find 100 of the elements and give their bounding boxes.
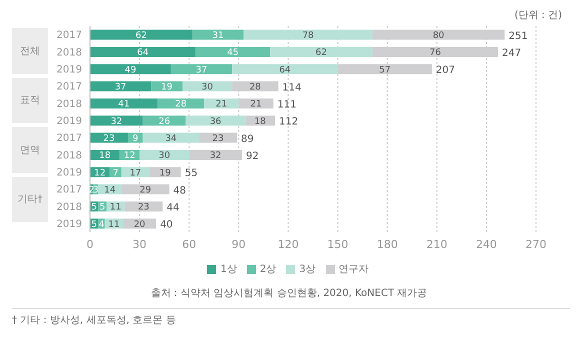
x-tick-label: 210 — [426, 238, 448, 251]
total-label: 247 — [502, 48, 522, 59]
data-label: 17 — [130, 168, 142, 178]
total-label: 55 — [184, 168, 198, 180]
bar — [372, 30, 505, 40]
y-tick-label: 2018 — [56, 47, 82, 58]
x-tick-label: 120 — [278, 238, 299, 251]
data-label: 31 — [212, 30, 224, 41]
x-tick-label: 30 — [132, 238, 147, 251]
data-label: 80 — [432, 30, 445, 41]
group-panel: 표적 — [12, 78, 48, 123]
data-label: 45 — [227, 48, 239, 58]
legend-label: 1상 — [220, 264, 237, 275]
bar — [232, 64, 338, 74]
data-label: 34 — [165, 134, 177, 144]
bar — [270, 46, 372, 57]
y-tick-label: 2019 — [56, 64, 82, 76]
bar — [182, 81, 232, 92]
data-label: 21 — [250, 100, 262, 110]
data-label: 19 — [161, 82, 173, 92]
data-label: 18 — [254, 116, 266, 127]
total-label: 251 — [508, 30, 528, 42]
data-label: 36 — [210, 116, 222, 127]
total-label: 207 — [436, 65, 456, 76]
total-label: 89 — [241, 134, 254, 145]
bar — [140, 150, 190, 160]
y-tick-label: 2018 — [56, 202, 82, 213]
data-label: 18 — [99, 151, 111, 162]
y-tick-label: 2018 — [56, 98, 82, 110]
data-label: 14 — [104, 185, 116, 196]
y-tick-label: 2017 — [56, 82, 82, 93]
bar — [142, 116, 186, 126]
data-label: 20 — [134, 220, 146, 230]
data-label: 23 — [103, 134, 115, 144]
data-label: 29 — [140, 185, 152, 196]
y-tick-label: 2019 — [56, 167, 82, 178]
bar — [90, 64, 171, 74]
legend-label: 3상 — [299, 264, 316, 275]
data-label: 11 — [110, 202, 122, 213]
bar — [142, 132, 200, 143]
data-label: 5 — [91, 220, 97, 230]
data-label: 7 — [112, 168, 118, 178]
data-label: 5 — [91, 202, 97, 213]
data-label: 4 — [98, 220, 105, 230]
data-label: 28 — [249, 82, 262, 92]
total-label: 40 — [160, 220, 173, 231]
x-tick-label: 90 — [232, 238, 246, 251]
data-label: 30 — [202, 82, 214, 92]
bar — [121, 167, 150, 178]
data-label: 62 — [316, 48, 327, 58]
text: † 기타 : 방사성, 세포독성, 호르몬 등 — [12, 308, 570, 327]
data-label: 64 — [279, 65, 291, 76]
bar — [90, 30, 192, 40]
bar — [90, 98, 158, 108]
data-label: 3 — [92, 185, 99, 196]
total-label: 44 — [166, 202, 180, 214]
y-tick-label: 2017 — [56, 184, 82, 196]
data-label: 62 — [135, 30, 147, 41]
data-label: 76 — [430, 48, 442, 58]
data-label: 37 — [196, 65, 208, 76]
x-tick-label: 0 — [86, 238, 94, 251]
data-label: 26 — [158, 116, 170, 127]
y-tick-label: 2017 — [56, 133, 82, 144]
data-label: 23 — [138, 202, 150, 213]
bar — [204, 98, 239, 108]
data-label: 37 — [114, 82, 126, 92]
total-label: 48 — [173, 185, 186, 196]
group-panel: 전체 — [12, 28, 48, 74]
y-tick-label: 2019 — [56, 116, 82, 127]
bar — [170, 64, 232, 74]
data-label: 32 — [210, 151, 222, 162]
bar — [189, 150, 242, 160]
group-panel: 기타† — [12, 176, 48, 222]
data-label: 64 — [137, 48, 149, 58]
data-label: 12 — [124, 151, 136, 162]
bar — [186, 116, 246, 126]
source-note: 출처 : 식약처 임상시험계획 승인현황, 2020, KoNECT 재가공 — [150, 287, 428, 300]
x-tick-label: 150 — [327, 238, 348, 251]
data-label: 30 — [158, 151, 170, 162]
x-tick-label: 240 — [476, 238, 497, 251]
x-tick-label: 180 — [376, 238, 398, 251]
bar — [192, 30, 244, 40]
total-label: 114 — [282, 82, 302, 94]
legend-label: 연구자 — [338, 264, 369, 275]
data-label: 49 — [124, 65, 136, 76]
chart-subtitle: (단위 : 건) — [514, 9, 562, 22]
total-label: 111 — [277, 99, 296, 110]
x-tick-label: 60 — [182, 238, 196, 251]
data-label: 41 — [118, 100, 130, 110]
bar — [158, 98, 204, 108]
total-label: 112 — [279, 116, 298, 128]
y-tick-label: 2018 — [56, 150, 82, 162]
bar — [90, 46, 196, 57]
x-tick-label: 270 — [526, 238, 546, 251]
data-label: 78 — [302, 30, 314, 41]
data-label: 19 — [159, 168, 172, 178]
bar — [244, 30, 372, 40]
y-tick-label: 2019 — [56, 218, 82, 230]
y-tick-label: 2017 — [56, 30, 82, 42]
data-label: 9 — [132, 134, 139, 144]
